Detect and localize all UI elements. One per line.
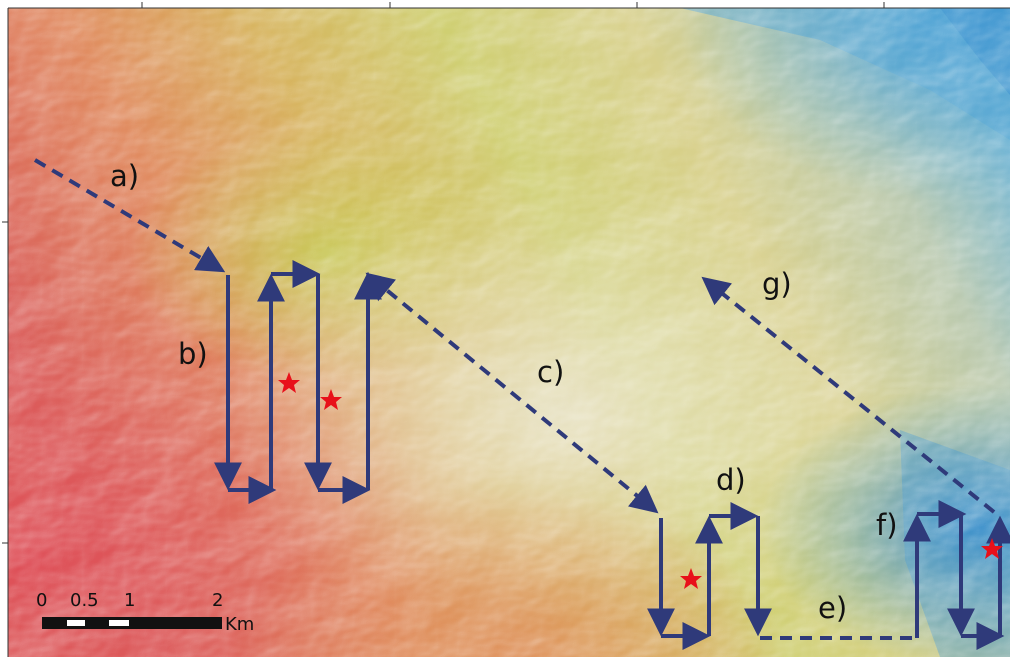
label-b: b) <box>178 337 208 371</box>
scale-tick-2: 2 <box>212 590 223 611</box>
scale-bar: 0 0.5 1 2 Km <box>36 590 254 635</box>
route-labels: a) b) c) d) e) f) g) <box>110 159 898 625</box>
label-e: e) <box>818 591 847 625</box>
star-marker <box>320 389 342 410</box>
label-d: d) <box>716 463 746 497</box>
survey-d <box>647 502 772 650</box>
label-f: f) <box>876 508 898 542</box>
terrain-layer <box>8 8 1010 657</box>
route-a-line <box>33 158 226 273</box>
label-a: a) <box>110 159 139 193</box>
label-c: c) <box>537 355 564 389</box>
star-marker <box>278 372 300 393</box>
survey-lines <box>214 260 1010 650</box>
star-marker <box>981 538 1003 559</box>
markers <box>278 372 1003 589</box>
star-marker <box>680 568 702 589</box>
transit-routes <box>33 158 996 640</box>
route-c-line <box>365 272 659 514</box>
survey-b <box>214 260 382 504</box>
scale-tick-0-5: 0.5 <box>70 590 99 611</box>
scale-unit: Km <box>225 614 254 635</box>
label-g: g) <box>762 267 792 301</box>
route-g-line <box>701 276 996 514</box>
scale-tick-0: 0 <box>36 590 47 611</box>
scale-tick-1: 1 <box>124 590 135 611</box>
survey-f <box>903 500 1010 650</box>
